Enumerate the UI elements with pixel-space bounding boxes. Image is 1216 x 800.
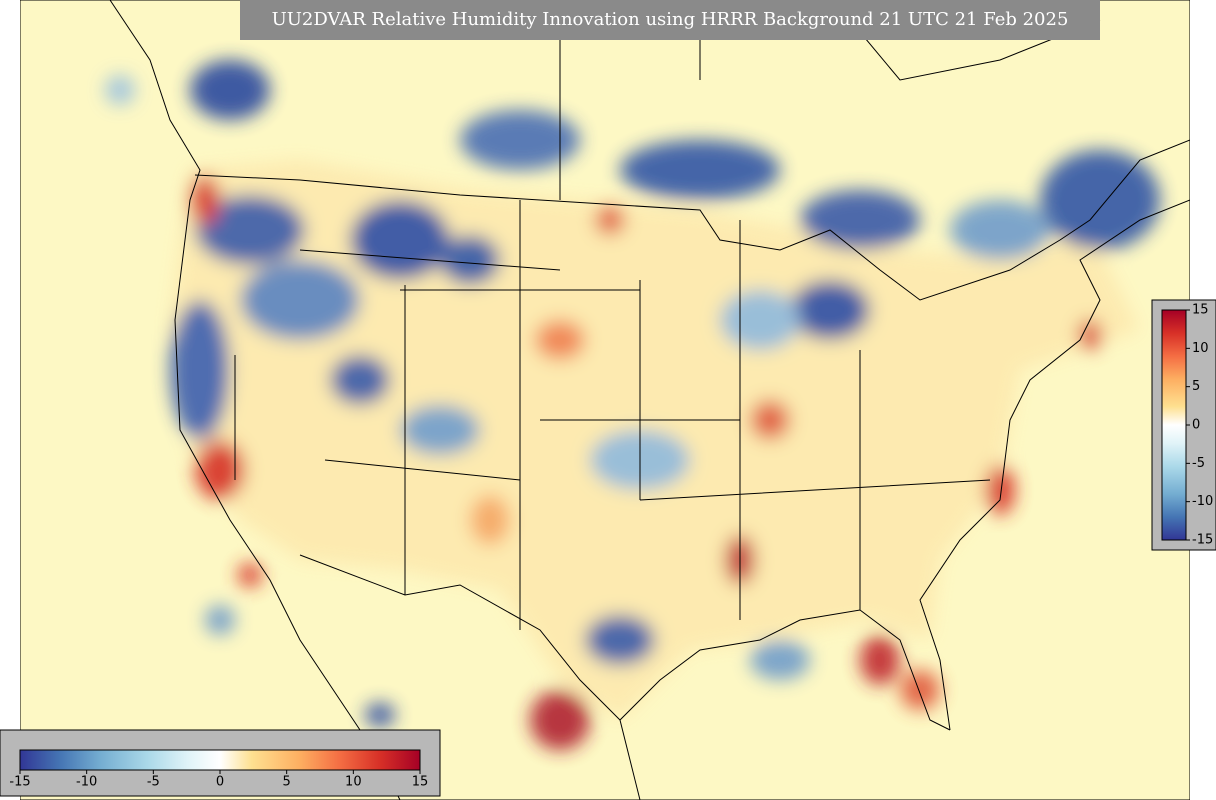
ellipse	[330, 355, 390, 405]
tick-label: -15	[1192, 533, 1213, 548]
ellipse	[105, 75, 135, 105]
colorbar	[19, 749, 421, 771]
tick-label: 10	[1192, 341, 1209, 356]
ellipse	[470, 495, 510, 545]
tick-label: 15	[1192, 303, 1209, 318]
tick-label: 15	[412, 775, 429, 790]
ellipse	[1040, 150, 1160, 250]
ellipse	[750, 400, 790, 440]
ellipse	[350, 200, 450, 280]
ellipse	[860, 635, 900, 685]
ellipse	[750, 640, 810, 680]
ellipse	[535, 320, 585, 360]
ellipse	[190, 60, 270, 120]
ellipse	[440, 235, 500, 285]
tick-label: -5	[147, 775, 160, 790]
ellipse	[238, 563, 262, 587]
ellipse	[595, 205, 625, 235]
tick-label: -10	[76, 775, 97, 790]
path	[109, 0, 201, 321]
ellipse	[400, 405, 480, 455]
vertical-colorbar: 15 10 5 0 -5 -10 -15	[1151, 299, 1216, 551]
tick-label: 0	[1192, 418, 1200, 433]
tick-label: 0	[216, 775, 224, 790]
ellipse	[195, 440, 245, 500]
path	[234, 200, 991, 630]
map	[20, 0, 1190, 800]
ellipse	[950, 200, 1050, 260]
title-box: UU2DVAR Relative Humidity Innovation usi…	[240, 0, 1100, 40]
ellipse	[460, 110, 580, 170]
path	[919, 199, 1190, 731]
path	[194, 139, 1190, 301]
tick-label: 5	[283, 775, 291, 790]
ellipse	[620, 140, 780, 200]
ellipse	[985, 465, 1015, 515]
title: UU2DVAR Relative Humidity Innovation usi…	[272, 9, 1069, 30]
tick-label: -15	[9, 775, 30, 790]
ellipse	[790, 280, 870, 340]
horizontal-colorbar: -15 -10 -5 0 5 10 15	[0, 729, 441, 797]
boundaries	[109, 0, 1190, 800]
tick-label: -5	[1192, 456, 1205, 471]
ellipse	[170, 300, 230, 440]
ellipse	[205, 605, 235, 635]
title-background	[240, 0, 1100, 40]
ellipse	[195, 195, 305, 265]
ellipse	[240, 260, 360, 340]
ellipse	[530, 690, 590, 750]
tick-label: 10	[345, 775, 362, 790]
ellipse	[1078, 320, 1102, 350]
ellipse	[720, 290, 800, 350]
tick-label: 5	[1192, 379, 1200, 394]
tick-label: -10	[1192, 494, 1213, 509]
ellipse	[365, 703, 395, 727]
ellipse	[800, 190, 920, 250]
ellipse	[585, 615, 655, 665]
colorbar	[1161, 309, 1187, 541]
ellipse	[900, 670, 940, 710]
ellipse	[190, 175, 220, 225]
path	[619, 609, 951, 731]
